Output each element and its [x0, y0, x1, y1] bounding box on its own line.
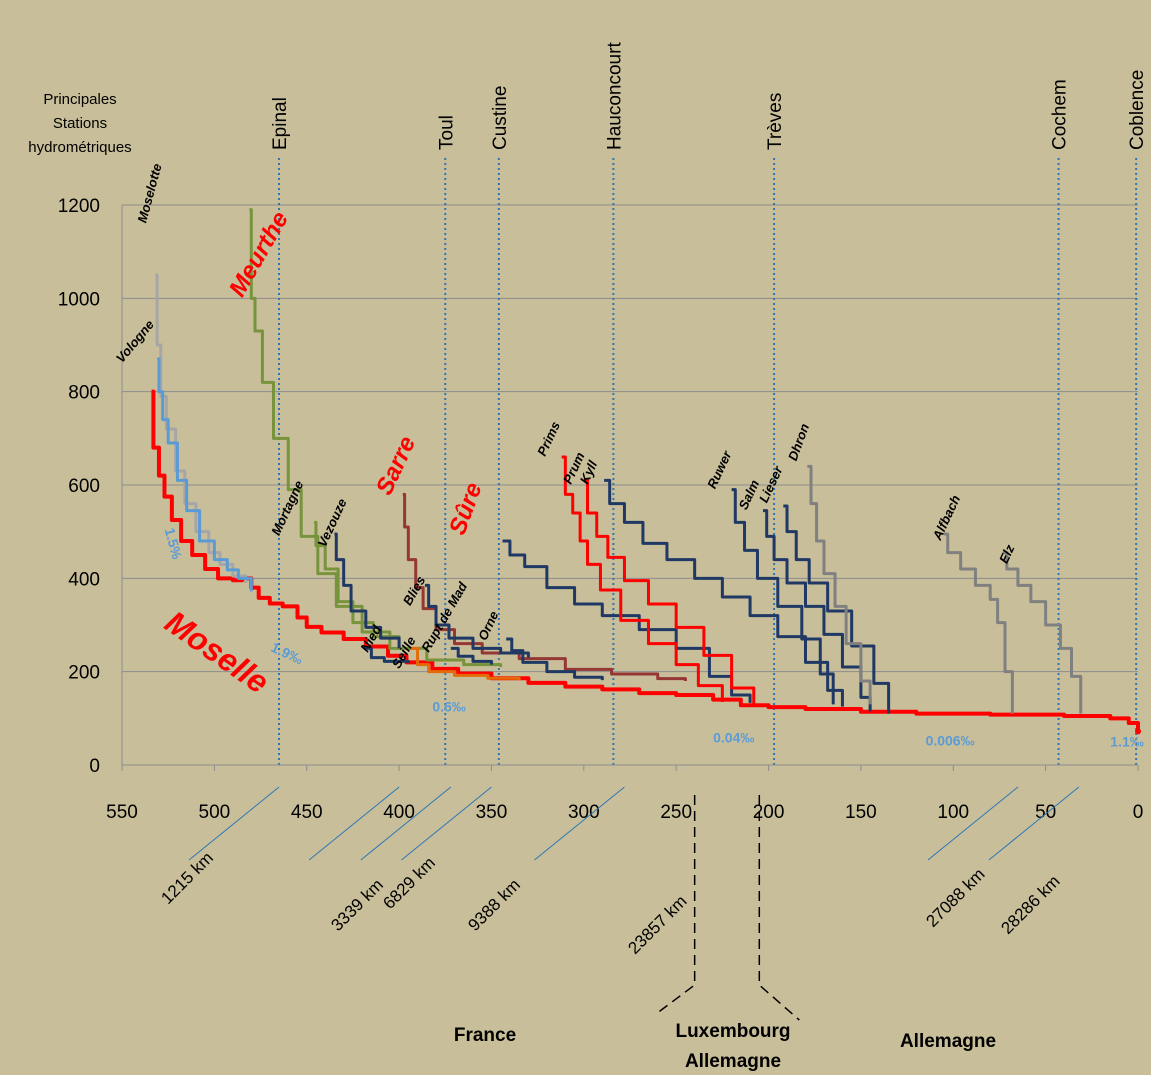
x-tick-label: 100 [937, 802, 969, 823]
river-label: Meurthe [224, 207, 294, 301]
slope-label: 0.6‰ [432, 698, 465, 714]
river-label: Sarre [371, 432, 421, 499]
series-line [249, 208, 503, 667]
series-lines [151, 208, 1141, 735]
x-tick-label: 500 [199, 802, 231, 823]
river-label: Ruwer [704, 448, 735, 491]
area-leader-line [188, 786, 280, 861]
border-marker [758, 795, 800, 1021]
series-line [334, 532, 401, 649]
river-label: Elz [996, 542, 1018, 566]
station-label: Custine [490, 86, 511, 150]
river-label: Moselotte [134, 162, 164, 224]
x-tick-label: 350 [476, 802, 508, 823]
slope-label: 0.04‰ [713, 730, 754, 746]
drainage-area-label: 28286 km [997, 872, 1063, 938]
header-line-1: Principales [43, 91, 116, 108]
series-line [604, 478, 844, 707]
series-line [731, 488, 835, 705]
station-label: Coblence [1127, 70, 1148, 150]
river-label: Prims [534, 419, 563, 458]
x-tick-label: 400 [383, 802, 415, 823]
area-leader-line [988, 786, 1080, 861]
area-leader-line [927, 786, 1019, 861]
x-tick-label: 250 [660, 802, 692, 823]
series-line [561, 455, 724, 702]
gridlines [122, 204, 1138, 673]
y-tick-label: 1200 [58, 196, 100, 217]
station-label: Cochem [1050, 79, 1071, 150]
series-line [424, 583, 530, 658]
y-tick-label: 200 [68, 663, 100, 684]
drainage-area-label: 1215 km [157, 848, 217, 908]
series-line [314, 520, 401, 648]
river-label: Orne [475, 609, 501, 643]
series-line [363, 646, 410, 664]
series-end-point [1135, 728, 1141, 735]
river-label: Moselle [159, 604, 276, 701]
y-tick-label: 600 [68, 476, 100, 497]
slope-label: 1.1‰ [1110, 733, 1143, 749]
drainage-area-label: 6829 km [379, 853, 439, 913]
station-label: Hauconcourt [604, 42, 625, 150]
x-tick-label: 150 [845, 802, 877, 823]
river-label: Dhron [785, 422, 812, 463]
slope-label: 1.9‰ [269, 639, 306, 668]
drainage-area-label: 23857 km [624, 892, 690, 958]
x-tick-label: 300 [568, 802, 600, 823]
river-label: Alfbach [929, 493, 963, 544]
series-line [783, 504, 891, 714]
x-tick-label: 200 [753, 802, 785, 823]
series-line [402, 492, 687, 681]
country-label: Luxembourg [675, 1021, 790, 1042]
y-tick-label: 0 [89, 756, 100, 777]
area-leader-line [308, 786, 400, 861]
station-label: Trèves [765, 93, 786, 150]
area-leader-line [401, 786, 492, 861]
area-leader-line [534, 786, 625, 861]
x-tick-label: 0 [1133, 802, 1144, 823]
header-line-2: Stations [53, 115, 107, 132]
station-label: Epinal [270, 97, 291, 150]
river-label: Vologne [113, 317, 157, 366]
series-line [583, 478, 756, 705]
slope-label: 0.006‰ [926, 732, 975, 748]
y-tick-label: 800 [68, 383, 100, 404]
station-label: Toul [436, 115, 457, 150]
river-label: Vezouze [314, 496, 349, 549]
series-line [450, 646, 493, 665]
x-tick-label: 550 [106, 802, 138, 823]
header-line-3: hydrométriques [28, 139, 131, 156]
country-label: Allemagne [685, 1051, 781, 1072]
series-line [157, 357, 253, 592]
series-line [944, 532, 1014, 714]
drainage-area-label: 3339 km [327, 875, 387, 935]
y-tick-label: 1000 [58, 289, 100, 310]
river-label: Sûre [444, 479, 488, 538]
country-label: Allemagne [900, 1031, 996, 1052]
series-line [506, 637, 604, 681]
series-line [502, 539, 752, 703]
station-header: Principales Stations hydrométriques [28, 91, 131, 156]
series-line [807, 464, 872, 705]
area-leader-line [360, 786, 452, 861]
drainage-area-label: 27088 km [922, 865, 988, 931]
series-line [1003, 551, 1083, 714]
x-tick-label: 450 [291, 802, 323, 823]
border-markers: France Luxembourg Allemagne Allemagne [454, 795, 996, 1072]
series-line [410, 646, 521, 681]
y-tick-label: 400 [68, 569, 100, 590]
drainage-area-label: 9388 km [464, 875, 524, 935]
series-line [151, 389, 1140, 732]
country-label: France [454, 1025, 516, 1046]
